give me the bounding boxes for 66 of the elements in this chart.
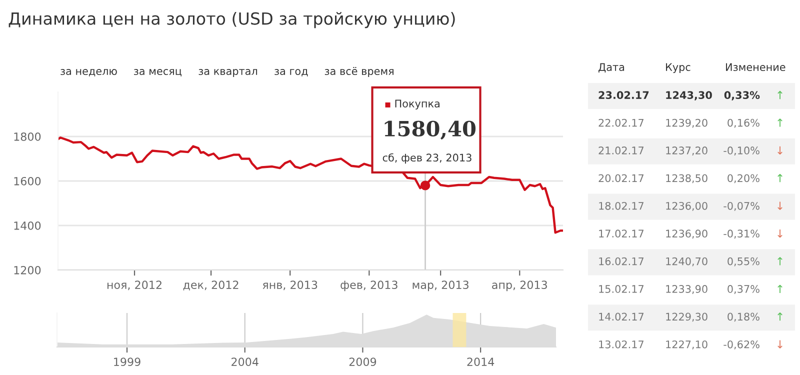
y-tick-label: 1800 [14,132,41,141]
text: за всё время [324,66,394,78]
text: -0,07% [724,202,760,211]
text: 15.02.17 [599,285,644,293]
x-tick-label: дек, 2012 [183,280,238,290]
category-label: Дата [598,63,624,73]
text: -0,62% [724,340,760,350]
x-tick-label: фев, 2013 [340,280,398,292]
text: 1240,70 [666,257,708,266]
text: 23.02.17 [598,91,649,100]
text: 0,55% [728,257,760,266]
text: 1236,00 [666,202,708,211]
text: 0,33% [724,91,760,100]
x-tick-label: 2014 [467,358,494,366]
text: ↑ [778,312,782,321]
text: -0,10% [724,146,760,156]
text: 0,20% [728,174,760,184]
x-tick-label: ноя, 2012 [107,280,162,290]
text: 13.02.17 [599,340,644,348]
annotation: сб, фев 23, 2013 [382,153,472,164]
text: 0,18% [728,312,760,322]
text: 18.02.17 [599,202,644,210]
x-tick-label: апр, 2013 [492,280,547,292]
text: 16.02.17 [599,257,644,266]
x-tick-label: 2004 [232,358,258,366]
text: 0,16% [728,118,760,128]
text: ↓ [778,229,782,238]
text: 17.02.17 [599,230,644,238]
annotation: Покупка [395,100,440,110]
chart-title: Динамика цен на золото (USD за тройскую унцию) [8,12,455,28]
text: за год [274,69,308,76]
text: 1229,30 [666,312,708,322]
text: -0,31% [724,230,760,239]
text: за месяц [134,69,182,76]
text: за квартал [198,69,258,78]
x-tick-label: янв, 2013 [262,280,318,290]
text: ↑ [778,118,782,127]
text: 21.02.17 [598,146,644,154]
text: 1236,90 [666,230,708,239]
text: 20.02.17 [598,174,644,182]
x-tick-label: 2009 [349,358,376,366]
text: 22.02.17 [598,118,644,127]
text: ↑ [778,90,782,100]
annotation: 1580,40 [384,120,476,140]
text: 1238,50 [666,174,708,184]
text: ↑ [778,174,782,182]
text: 14.02.17 [599,312,644,321]
y-tick-label: 1600 [14,176,41,186]
text: 1237,20 [666,146,708,156]
text: ↓ [778,146,782,155]
text: за неделю [60,69,117,76]
x-tick-label: мар, 2013 [412,280,468,292]
y-tick-label: 1200 [14,266,41,274]
text: 1233,90 [666,285,708,294]
y-tick-label: 1400 [14,221,41,230]
text: 0,37% [728,285,760,294]
text: ↑ [778,284,782,293]
text: ↑ [778,257,782,266]
text: 1227,10 [666,340,708,350]
text: 1239,20 [666,118,708,128]
text: 1243,30 [666,91,712,100]
text: ↓ [778,202,782,210]
text: ↓ [778,340,782,348]
x-tick-label: 1999 [114,358,140,366]
category-label: Курс [666,63,690,74]
category-label: Изменение [726,63,786,72]
